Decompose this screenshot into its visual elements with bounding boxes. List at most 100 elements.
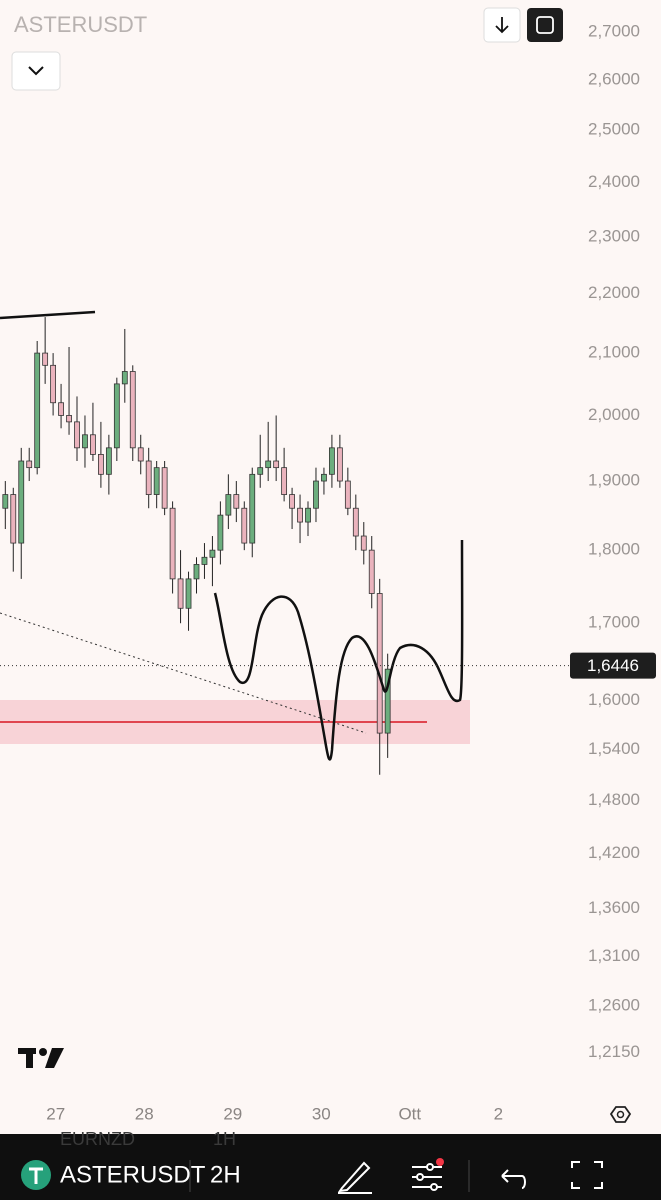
candle-body <box>129 371 136 449</box>
candle-body <box>185 578 192 609</box>
y-tick-label: 1,4200 <box>588 843 640 862</box>
last-price-box <box>570 652 656 679</box>
candle-body <box>58 402 64 416</box>
bar-symbol[interactable]: ASTERUSDT <box>60 1161 206 1188</box>
symbol-title: ASTERUSDT <box>14 12 147 37</box>
square-icon <box>536 16 554 34</box>
x-tick-label: 30 <box>312 1104 331 1123</box>
candle-body <box>90 434 96 455</box>
candle-body <box>281 467 288 495</box>
candle-body <box>105 447 112 475</box>
y-tick-label: 2,7000 <box>588 21 640 40</box>
y-tick-label: 1,8000 <box>588 540 640 559</box>
candle-body <box>193 564 200 580</box>
y-tick-label: 2,2000 <box>588 283 640 302</box>
candle-body <box>344 480 351 509</box>
candle-body <box>66 415 72 423</box>
candle-body <box>137 447 144 462</box>
candle-body <box>98 454 104 475</box>
notification-dot <box>436 1158 444 1166</box>
candle-body <box>336 447 343 482</box>
candle-body <box>169 507 176 580</box>
y-tick-label: 2,1000 <box>588 343 640 362</box>
candle-body <box>297 507 303 523</box>
candle-body <box>329 447 335 475</box>
candle-body <box>161 467 168 509</box>
candle-body <box>50 364 57 404</box>
collapse-button[interactable] <box>11 51 61 91</box>
y-tick-label: 1,5400 <box>588 739 640 758</box>
y-tick-label: 2,6000 <box>588 70 640 89</box>
candle-body <box>26 460 33 469</box>
tv-logo <box>18 1048 64 1068</box>
ghost-interval: 1H <box>213 1129 236 1149</box>
y-tick-label: 1,4800 <box>588 790 640 809</box>
x-tick-label: 2 <box>494 1104 503 1123</box>
draw-icon[interactable] <box>337 1161 372 1194</box>
candle-body <box>289 494 295 509</box>
x-tick-label: Ott <box>398 1104 421 1123</box>
indicators-icon[interactable] <box>412 1163 442 1191</box>
candle-body <box>145 460 152 495</box>
candle-body <box>360 535 367 551</box>
candle-body <box>74 421 80 449</box>
y-tick-label: 1,7000 <box>588 613 640 632</box>
candle-body <box>82 434 88 449</box>
candle-body <box>313 480 319 509</box>
coin-glyph <box>29 1167 43 1184</box>
x-tick-label: 27 <box>46 1104 65 1123</box>
chevron-icon <box>28 66 44 76</box>
candle-body <box>225 494 232 516</box>
candle-body <box>2 494 9 509</box>
candle-body <box>257 467 264 475</box>
arrow-icon <box>495 17 509 34</box>
candle-body <box>368 549 375 594</box>
undo-icon[interactable] <box>501 1169 526 1189</box>
candle-body <box>201 556 208 565</box>
candle-body <box>265 460 272 469</box>
plot <box>2 317 391 775</box>
candle-body <box>121 371 128 385</box>
x-tick-label: 28 <box>135 1104 154 1123</box>
resistance-line <box>0 310 96 320</box>
candle-body <box>209 549 216 558</box>
y-tick-label: 1,6000 <box>588 690 640 709</box>
y-tick-label: 2,4000 <box>588 172 640 191</box>
candle-body <box>153 467 160 495</box>
x-tick-label: 29 <box>223 1104 242 1123</box>
last-price-label: 1,6446 <box>587 656 639 675</box>
candle-body <box>233 494 240 509</box>
y-tick-label: 1,3600 <box>588 898 640 917</box>
candle-body <box>113 383 120 449</box>
settings-icon[interactable] <box>609 1106 632 1123</box>
candle-body <box>384 668 391 734</box>
bar-interval[interactable]: 2H <box>210 1161 241 1188</box>
candle-body <box>273 460 280 469</box>
candle-body <box>305 507 311 523</box>
y-tick-label: 1,2600 <box>588 996 640 1015</box>
candle-body <box>42 352 49 366</box>
y-tick-label: 1,3100 <box>588 946 640 965</box>
fullscreen-button[interactable] <box>527 8 563 42</box>
expand-icon[interactable] <box>571 1161 603 1189</box>
candle-body <box>241 507 248 544</box>
y-tick-label: 2,3000 <box>588 226 640 245</box>
bottom-bar <box>0 1134 661 1200</box>
drawn-path <box>213 539 464 761</box>
settings-dot <box>616 1110 625 1119</box>
y-tick-label: 1,2150 <box>588 1042 640 1061</box>
y-tick-label: 1,9000 <box>588 471 640 490</box>
ghost-symbol: EURNZD <box>60 1129 135 1149</box>
candle-body <box>18 460 25 544</box>
trend-line <box>0 612 367 734</box>
candle-body <box>177 578 184 609</box>
candle-body <box>34 352 41 469</box>
candle-body <box>352 507 359 537</box>
candle-body <box>376 593 383 734</box>
candle-body <box>10 494 17 544</box>
candle-body <box>321 473 327 482</box>
y-tick-label: 2,0000 <box>588 405 640 424</box>
candle-body <box>249 473 256 544</box>
